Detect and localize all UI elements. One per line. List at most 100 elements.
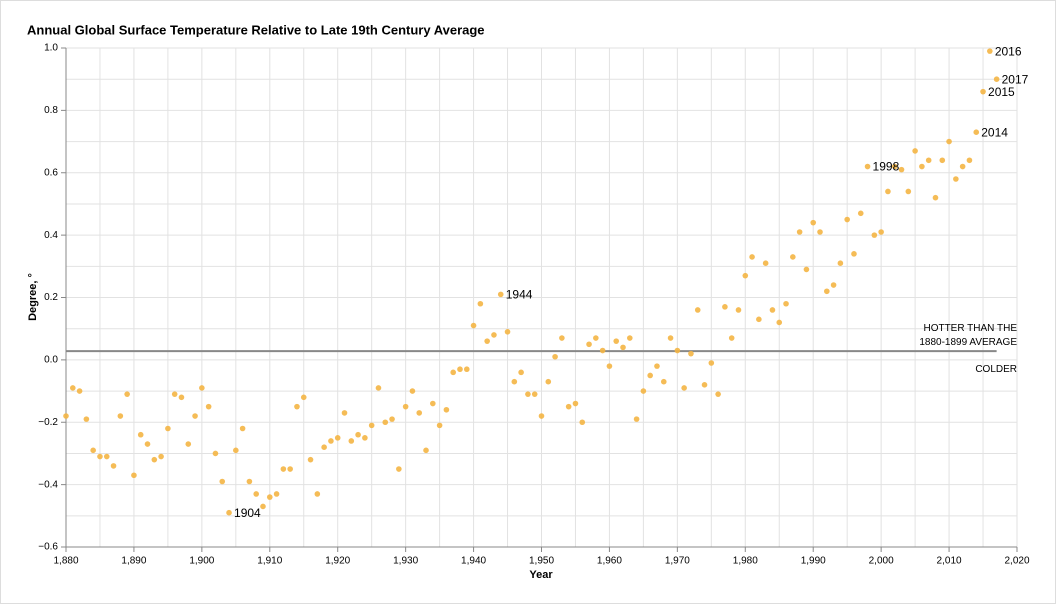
point (253, 491, 259, 497)
point (233, 447, 239, 454)
point (973, 129, 980, 136)
point (640, 388, 647, 394)
point (144, 441, 151, 447)
x-tick-label: 1,900 (189, 556, 214, 567)
point (266, 494, 273, 500)
point (538, 413, 545, 419)
point (946, 138, 952, 145)
point (280, 466, 287, 472)
point (131, 472, 137, 479)
point (450, 369, 456, 376)
point (158, 453, 164, 460)
point (212, 450, 219, 457)
point (681, 385, 687, 391)
point (620, 344, 626, 351)
point (586, 341, 592, 348)
point (436, 422, 443, 429)
y-tick-label: −0.6 (38, 542, 58, 553)
point (246, 478, 253, 485)
point (613, 338, 620, 344)
point (504, 329, 511, 335)
point-label: 2014 (981, 125, 1008, 139)
point (355, 431, 361, 438)
point (674, 347, 681, 354)
point (525, 391, 531, 397)
point (110, 463, 117, 469)
point-label: 2017 (1002, 72, 1029, 86)
point (579, 419, 586, 426)
point (226, 509, 232, 516)
chart-title: Annual Global Surface Temperature Relati… (27, 22, 485, 37)
x-tick-label: 2,000 (869, 556, 894, 567)
point (688, 350, 694, 357)
point (708, 360, 715, 366)
point (987, 48, 993, 54)
point (341, 410, 348, 416)
x-tick-label: 2,010 (937, 556, 962, 567)
point (742, 272, 749, 279)
x-tick-label: 1,990 (801, 556, 826, 567)
point (851, 251, 857, 257)
x-tick-label: 1,980 (733, 556, 758, 567)
y-tick-label: 0.0 (44, 355, 58, 366)
point (430, 400, 436, 407)
y-tick-label: 0.6 (44, 167, 58, 178)
x-tick-label: 1,920 (325, 556, 350, 567)
point (396, 466, 402, 472)
point (409, 388, 416, 394)
y-axis-title: Degree, ° (27, 273, 39, 321)
point (953, 176, 959, 182)
point (368, 422, 375, 429)
point (90, 447, 96, 454)
point (749, 254, 755, 260)
point (701, 382, 708, 388)
point (932, 194, 939, 201)
point (294, 403, 300, 410)
point (260, 503, 266, 510)
y-tick-label: −0.2 (38, 417, 58, 428)
y-tick-label: 1.0 (44, 43, 58, 54)
point (647, 372, 653, 379)
x-tick-label: 1,970 (665, 556, 690, 567)
point (63, 413, 69, 419)
x-tick-label: 1,910 (257, 556, 282, 567)
point (185, 441, 192, 447)
point (776, 319, 783, 326)
point (722, 304, 728, 310)
point (627, 335, 633, 341)
point (307, 456, 314, 463)
point (192, 413, 198, 419)
point (423, 447, 429, 454)
point (783, 300, 789, 307)
point (694, 307, 701, 313)
point (871, 232, 878, 238)
point (830, 282, 837, 288)
point (103, 453, 110, 460)
point (837, 260, 844, 266)
point (728, 335, 735, 341)
point (599, 347, 606, 354)
point-label: 2016 (995, 44, 1022, 58)
point (491, 332, 497, 338)
point-label: 2015 (988, 85, 1015, 99)
y-tick-label: 0.4 (44, 230, 58, 241)
point (362, 435, 368, 441)
point (919, 163, 925, 170)
point (382, 419, 389, 426)
point (470, 322, 477, 329)
point (511, 378, 518, 385)
point-label: 1904 (234, 506, 261, 520)
point (83, 416, 90, 422)
point (205, 403, 212, 410)
point (939, 157, 946, 164)
point (171, 391, 178, 397)
point (239, 425, 246, 432)
point (348, 438, 355, 444)
point (912, 148, 918, 154)
point (762, 260, 769, 266)
point (69, 385, 76, 391)
point (898, 166, 905, 173)
point (905, 188, 912, 195)
